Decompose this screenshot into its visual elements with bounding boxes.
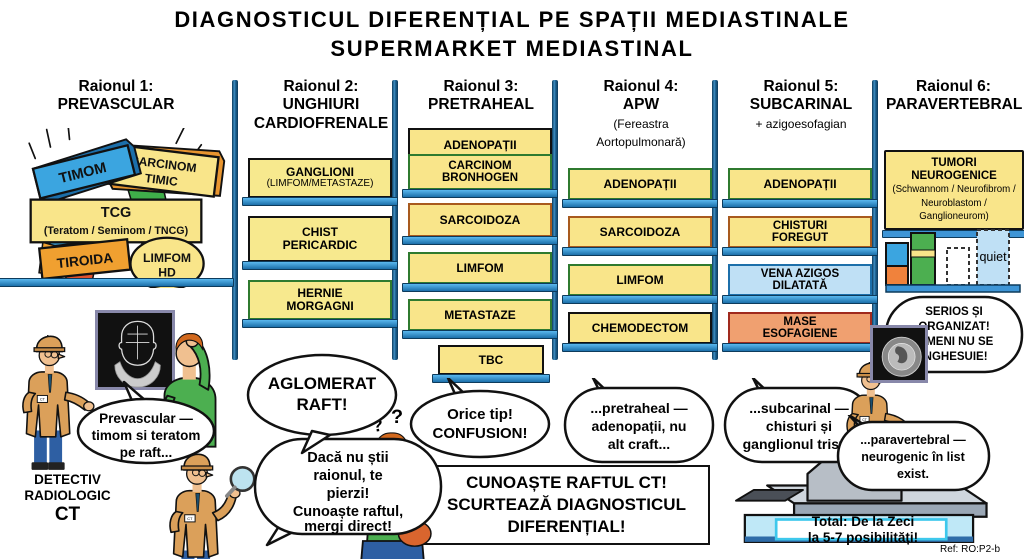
svg-text:TCG: TCG bbox=[101, 205, 132, 221]
svg-text:pierzi!: pierzi! bbox=[327, 486, 370, 502]
svg-text:Cunoaște raftul,: Cunoaște raftul, bbox=[293, 504, 403, 520]
svg-text:RAFT!: RAFT! bbox=[297, 395, 348, 414]
svg-text:...paravertebral —: ...paravertebral — bbox=[860, 433, 966, 447]
svg-text:adenopații, nu: adenopații, nu bbox=[592, 418, 687, 434]
svg-text:exist.: exist. bbox=[897, 467, 929, 481]
svg-text:SERIOS ȘI: SERIOS ȘI bbox=[925, 306, 983, 318]
svg-text:Orice tip!: Orice tip! bbox=[447, 406, 513, 423]
svg-text:raionul, te: raionul, te bbox=[313, 468, 382, 484]
svg-text:...subcarinal —: ...subcarinal — bbox=[749, 400, 849, 416]
svg-text:AGLOMERAT: AGLOMERAT bbox=[268, 374, 377, 393]
svg-text:neurogenic în list: neurogenic în list bbox=[861, 450, 965, 464]
svg-text:alt craft...: alt craft... bbox=[608, 436, 670, 452]
svg-text:timom si teratom: timom si teratom bbox=[92, 428, 201, 443]
svg-text:(Teratom / Seminom / TNCG): (Teratom / Seminom / TNCG) bbox=[44, 225, 189, 237]
svg-text:CONFUSION!: CONFUSION! bbox=[433, 425, 528, 442]
svg-text:quiet: quiet bbox=[979, 250, 1007, 264]
svg-text:chisturi și: chisturi și bbox=[766, 418, 832, 434]
svg-text:...pretraheal —: ...pretraheal — bbox=[590, 400, 687, 416]
svg-text:Prevascular —: Prevascular — bbox=[99, 411, 193, 426]
svg-text:LIMFOM: LIMFOM bbox=[143, 251, 191, 265]
svg-text:mergi direct!: mergi direct! bbox=[304, 519, 392, 535]
